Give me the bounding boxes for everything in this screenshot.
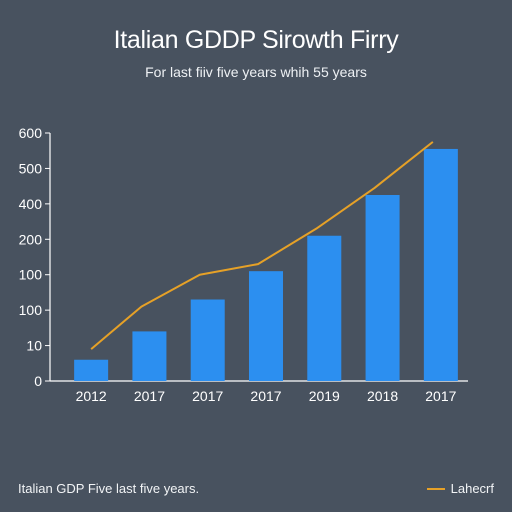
x-tick-label: 2018 [367,388,398,404]
y-tick-label: 600 [19,125,43,141]
bar-series [74,148,458,381]
line-series [90,141,434,350]
x-tick-label: 2012 [76,388,107,404]
x-axis-ticks: 2012 2017 2017 2017 2019 2018 2017 [76,388,457,404]
bar [423,148,458,381]
x-tick-label: 2019 [309,388,340,404]
chart-title: Italian GDDP Sirowth Firry [113,26,399,54]
y-tick-label: 100 [19,302,43,318]
bar [190,299,225,381]
y-tick-label: 400 [19,196,43,212]
x-tick-label: 2017 [250,388,281,404]
y-tick-label: 0 [34,373,42,389]
bar [249,271,283,381]
y-tick-label: 200 [19,231,43,247]
bar [365,195,400,381]
footer-note: Italian GDP Five last five years. [18,481,200,496]
bar [307,235,342,381]
series-line [90,141,434,350]
bar [74,359,109,381]
legend: Lahecrf [426,481,494,496]
bar [132,331,167,381]
y-tick-label: 500 [19,160,43,176]
legend-label: Lahecrf [450,481,494,496]
x-tick-label: 2017 [134,388,165,404]
x-tick-label: 2017 [192,388,223,404]
y-tick-label: 100 [19,267,43,283]
chart-subtitle: For last fiiv five years whih 55 years [145,64,367,80]
y-tick-label: 10 [26,338,42,354]
legend-line-swatch [426,487,445,490]
x-tick-label: 2017 [425,388,456,404]
y-axis-ticks: 0 10 100 100 200 400 500 600 [19,125,50,389]
